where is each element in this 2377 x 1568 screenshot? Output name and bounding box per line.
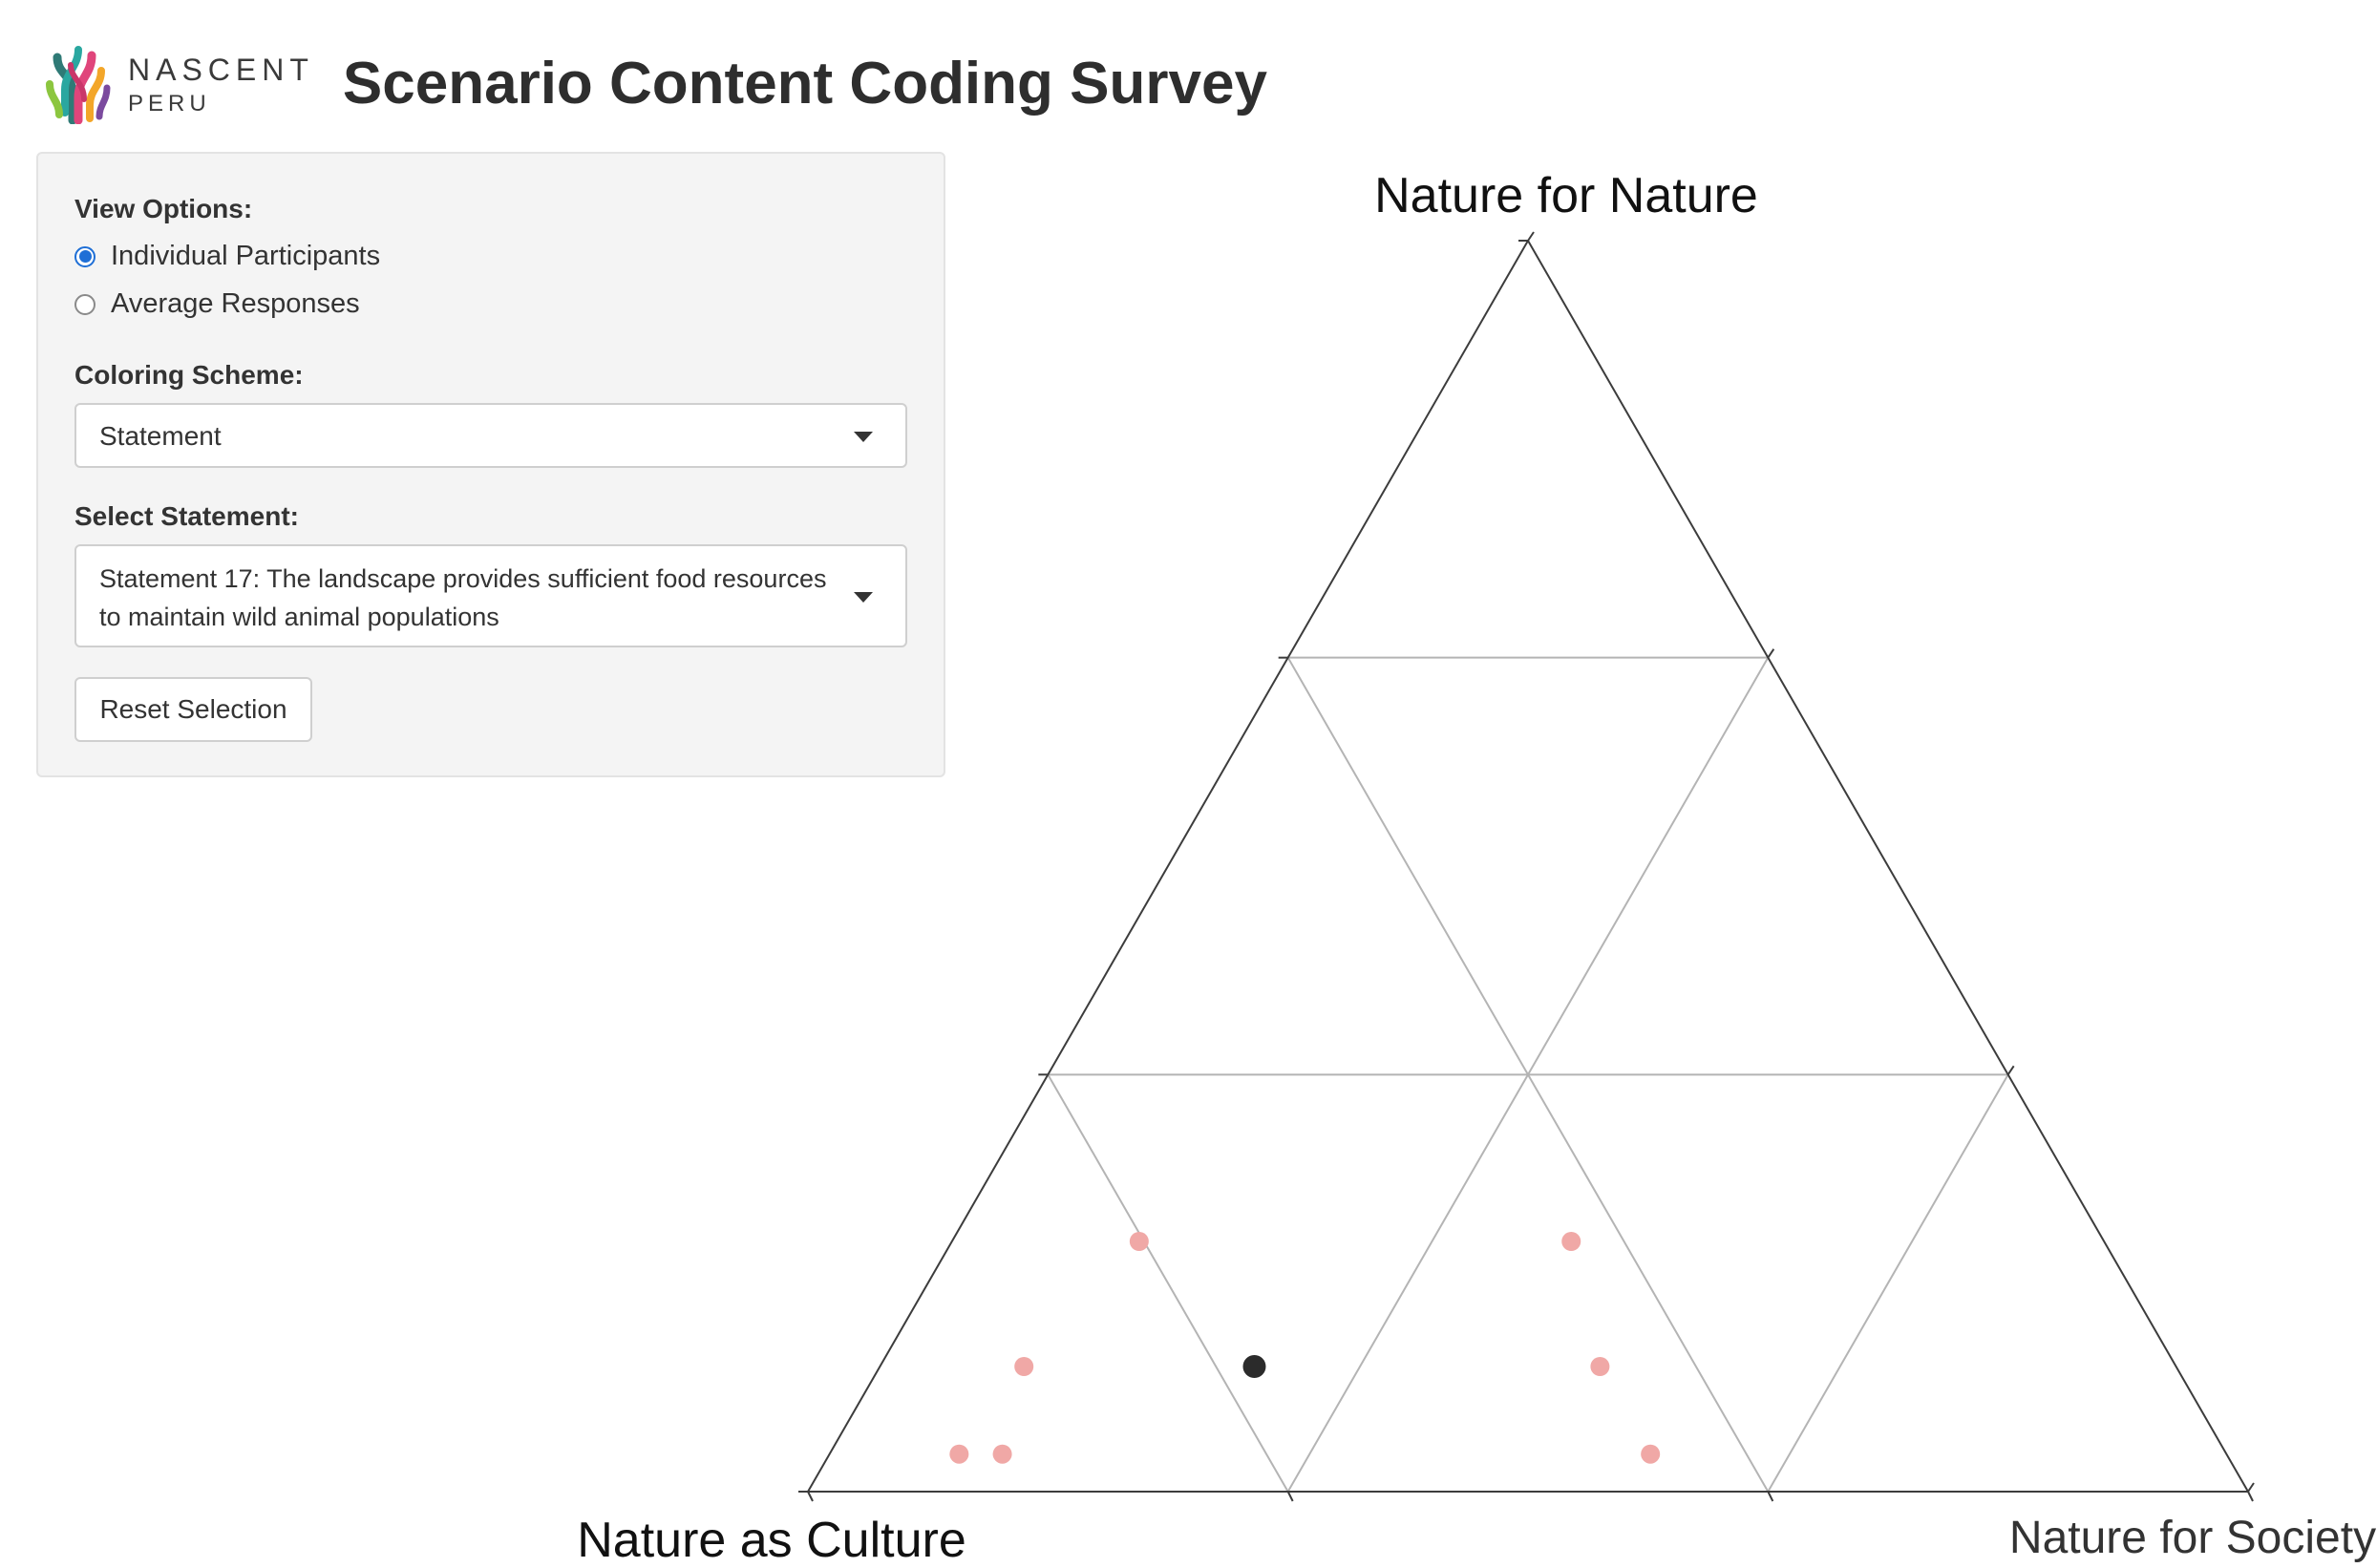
radio-average-responses[interactable]: Average Responses (74, 288, 360, 320)
grid-line (1047, 1073, 1289, 1493)
tick-mark (2247, 1482, 2255, 1493)
tick-mark (2006, 1065, 2015, 1075)
statement-select[interactable]: Statement 17: The landscape provides suf… (74, 544, 907, 647)
chevron-down-icon[interactable] (854, 592, 873, 603)
ternary-ticks (798, 231, 2255, 1502)
axis-label-nature-for-society: Nature for Society (2009, 1513, 2376, 1563)
coloring-scheme-select[interactable]: Statement (74, 403, 907, 468)
tick-mark (1527, 231, 1535, 242)
radio-label: Individual Participants (111, 241, 381, 271)
nascent-peru-logo: NASCENT PERU (44, 46, 314, 124)
ternary-grid (1047, 656, 2009, 1493)
radio-indicator[interactable] (74, 245, 96, 267)
grid-line (1286, 657, 1770, 1493)
logo-wordmark: NASCENT (128, 53, 314, 87)
nascent-logo-icon (46, 46, 111, 124)
triangle-edge (807, 240, 1529, 1493)
participant-point (949, 1444, 969, 1464)
statement-value-line2: to maintain wild animal populations (99, 603, 499, 631)
participant-point (1641, 1444, 1661, 1464)
participant-point (992, 1444, 1012, 1464)
tick-mark (1767, 1491, 1774, 1502)
tick-mark (807, 1491, 814, 1502)
select-statement-label: Select Statement: (74, 501, 299, 531)
radio-indicator[interactable] (74, 293, 96, 315)
tick-mark (1286, 1491, 1294, 1502)
axis-label-nature-for-nature: Nature for Nature (1374, 168, 1758, 223)
statement-value-line1: Statement 17: The landscape provides suf… (99, 564, 827, 593)
data-points (949, 1232, 1661, 1464)
app-header: NASCENT PERU Scenario Content Coding Sur… (44, 42, 1267, 128)
triangle-edge (1527, 240, 2249, 1493)
reset-selection-button[interactable]: Reset Selection (74, 677, 312, 742)
ternary-frame (807, 240, 2249, 1493)
tick-mark (1767, 648, 1775, 659)
participant-point (1561, 1232, 1581, 1251)
participant-point (1590, 1357, 1610, 1376)
coloring-scheme-value: Statement (99, 421, 222, 451)
tick-mark (2247, 1491, 2254, 1502)
radio-individual-participants[interactable]: Individual Participants (74, 241, 380, 272)
radio-label: Average Responses (111, 288, 360, 319)
participant-point (1129, 1232, 1149, 1251)
average-point (1242, 1355, 1266, 1378)
axis-label-nature-as-culture: Nature as Culture (577, 1513, 966, 1568)
coloring-scheme-label: Coloring Scheme: (74, 360, 304, 390)
logo-subtext: PERU (128, 91, 211, 117)
sidebar-panel: View Options: Individual Participants Av… (36, 152, 945, 777)
grid-line (1767, 1073, 2009, 1493)
view-options-label: View Options: (74, 194, 253, 223)
chevron-down-icon[interactable] (854, 432, 873, 442)
page-title: Scenario Content Coding Survey (342, 50, 1267, 117)
participant-point (1014, 1357, 1034, 1376)
